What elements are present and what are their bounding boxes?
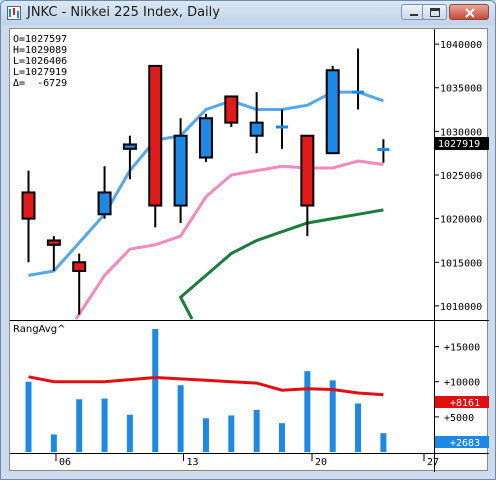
maximize-icon [430, 8, 440, 17]
maximize-button[interactable] [422, 4, 447, 20]
candle-body [224, 95, 239, 124]
ohlc-high: H=1029089 [13, 45, 67, 56]
price-tick-label: 1040000 [440, 40, 482, 51]
minimize-icon [410, 14, 418, 16]
slow-moving-average-line [178, 208, 384, 320]
candle-body [325, 69, 340, 155]
date-tick-label: 13 [187, 457, 199, 468]
avg-value-label: +8161 [450, 398, 480, 409]
mid-moving-average-line [74, 159, 384, 320]
price-tick-label: 1020000 [440, 215, 482, 226]
range-bars [25, 329, 387, 452]
range-average-line [28, 375, 384, 397]
ohlc-last: L=1027919 [13, 67, 67, 78]
range-bar [279, 423, 285, 452]
range-bar [202, 418, 209, 452]
candle-body [173, 134, 188, 207]
candle[interactable] [325, 65, 340, 155]
candlesticks [21, 48, 390, 315]
chart-canvas[interactable]: 1040000 1035000 1030000 1025000 1020000 10150… [10, 29, 489, 472]
candle[interactable] [21, 170, 36, 263]
last-price-label: 1027919 [438, 139, 480, 150]
candle-body [148, 64, 163, 207]
price-tick-label: 1030000 [440, 127, 482, 138]
range-bar [76, 399, 83, 452]
range-bar [228, 415, 235, 452]
candle[interactable] [122, 135, 137, 180]
candle[interactable] [72, 253, 87, 315]
ohlc-open: O=1027597 [13, 34, 67, 45]
bar-value-label: +2683 [450, 438, 480, 449]
candle[interactable] [198, 113, 213, 162]
title-bar[interactable]: JNKC - Nikkei 225 Index, Daily [1, 1, 495, 25]
candle[interactable] [224, 95, 239, 127]
candle-body [300, 134, 315, 207]
close-icon [465, 8, 475, 18]
range-bar [25, 381, 32, 452]
indicator-tick-label: +15000 [444, 343, 480, 354]
minimize-button[interactable] [401, 4, 426, 20]
candle[interactable] [46, 236, 61, 271]
range-bar [380, 433, 387, 452]
candle[interactable] [173, 118, 188, 223]
chart-area[interactable]: 1040000 1035000 1030000 1025000 1020000 10150… [9, 28, 489, 472]
window-title: JNKC - Nikkei 225 Index, Daily [27, 5, 220, 20]
candle[interactable] [148, 64, 163, 228]
price-tick-label: 1035000 [440, 84, 482, 95]
candle-body [122, 143, 137, 150]
price-tick-label: 1025000 [440, 171, 482, 182]
date-tick-label: 20 [315, 457, 327, 468]
candle[interactable] [352, 48, 365, 110]
candle[interactable] [300, 134, 315, 237]
indicator-tick-label: +5000 [444, 413, 474, 424]
range-average-polyline [28, 375, 384, 397]
range-bar [50, 434, 57, 452]
price-tick-label: 1010000 [440, 302, 482, 313]
candle-body [249, 121, 264, 137]
date-tick-label: 06 [59, 457, 71, 468]
price-axis[interactable]: 1040000 1035000 1030000 1025000 1020000 10150… [434, 40, 482, 313]
candle-body [21, 191, 36, 220]
indicator-tick-label: +10000 [444, 378, 480, 389]
range-bar [177, 385, 184, 452]
date-tick-label: 27 [427, 457, 439, 468]
avg-value-tag: +8161 [435, 396, 489, 409]
range-bar [253, 409, 260, 452]
close-button[interactable] [449, 4, 489, 20]
price-tick-label: 1015000 [440, 258, 482, 269]
last-price-tag: 1027919 [435, 137, 489, 150]
range-bar [152, 329, 159, 452]
indicator-label: RangAvg^ [13, 324, 65, 335]
candle[interactable] [377, 139, 390, 163]
ohlc-change: Δ= -6729 [13, 78, 67, 89]
range-bar [126, 414, 133, 452]
bar-value-tag: +2683 [435, 436, 489, 449]
candle[interactable] [97, 166, 112, 219]
candle[interactable] [276, 109, 288, 149]
indicator-axis[interactable]: +15000 +10000 +5000 [434, 343, 480, 424]
range-bar [329, 380, 336, 452]
range-bar [304, 371, 311, 452]
ohlc-low: L=1026406 [13, 56, 67, 67]
ohlc-info-box: O=1027597 H=1029089 L=1026406 L=1027919 … [13, 34, 67, 89]
candle-body [198, 117, 213, 159]
range-bar [355, 403, 362, 452]
candle-body [46, 239, 61, 246]
candle-body [97, 191, 112, 216]
date-axis[interactable]: 06 13 20 27 [55, 453, 439, 468]
range-bar [101, 398, 108, 452]
candle-body [72, 261, 87, 272]
candle[interactable] [249, 92, 264, 154]
app-chart-icon [7, 6, 21, 20]
